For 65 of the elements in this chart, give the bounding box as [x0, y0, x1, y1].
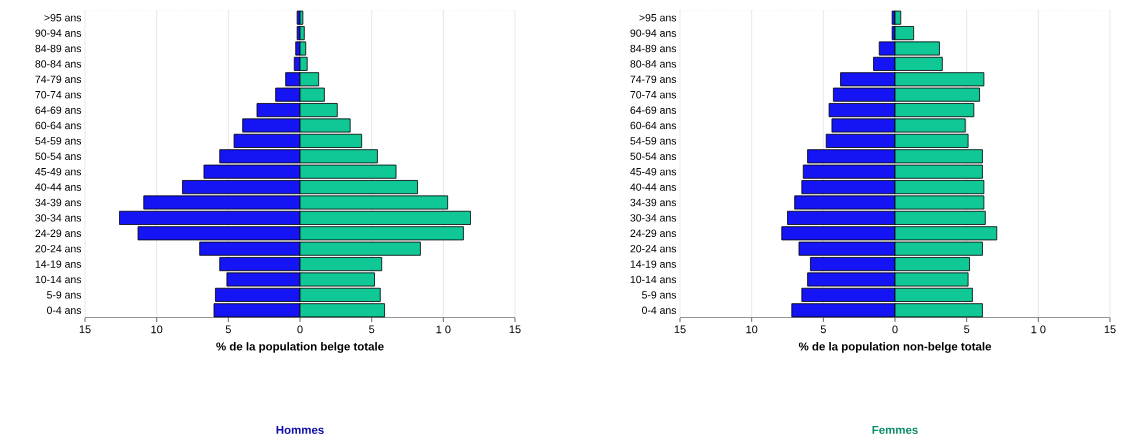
y-tick-label: 30-34 ans	[35, 214, 82, 222]
bar	[299, 210, 471, 225]
y-tick-label: >95 ans	[44, 13, 82, 22]
y-tick-label: 14-19 ans	[630, 260, 677, 268]
x-tick-label: 5	[369, 325, 375, 334]
x-axis-title: % de la population belge totale	[216, 342, 384, 353]
y-tick-label: 30-34 ans	[630, 214, 677, 222]
y-tick-label: 50-54 ans	[35, 152, 82, 160]
y-tick-label: 74-79 ans	[630, 75, 677, 83]
y-tick-label: 34-39 ans	[630, 198, 677, 207]
y-tick-label: 5-9 ans	[642, 291, 677, 299]
bar	[119, 210, 301, 225]
y-tick-label: 0-4 ans	[47, 306, 82, 314]
y-tick-label: 14-19 ans	[35, 260, 82, 268]
x-axis-title: % de la population non-belge totale	[798, 342, 992, 353]
y-tick-label: 50-54 ans	[630, 152, 677, 160]
y-tick-label: 24-29 ans	[630, 229, 677, 237]
y-tick-label: 0-4 ans	[642, 306, 677, 314]
x-tick-label: 0	[892, 325, 898, 334]
text: Femmes	[872, 425, 918, 434]
y-tick-label: 20-24 ans	[630, 244, 677, 253]
x-tick-label: 5	[820, 325, 826, 334]
x-tick-label: 10	[151, 325, 163, 334]
x-tick-label: 15	[674, 325, 686, 334]
y-tick-label: 64-69 ans	[35, 106, 82, 114]
text: Hommes	[276, 425, 324, 434]
y-tick-label: 45-49 ans	[35, 167, 82, 176]
bar	[299, 241, 421, 256]
y-tick-label: 64-69 ans	[630, 106, 677, 114]
bar	[781, 226, 896, 241]
x-tick-label: 15	[509, 325, 521, 334]
y-tick-label: 40-44 ans	[630, 183, 677, 191]
y-tick-label: 24-29 ans	[35, 229, 82, 237]
y-tick-label: 10-14 ans	[35, 275, 82, 284]
y-tick-label: 80-84 ans	[35, 60, 82, 68]
x-tick-label: 5	[225, 325, 231, 334]
x-tick-label: 1 0	[436, 325, 451, 334]
y-tick-label: 5-9 ans	[47, 291, 82, 299]
y-tick-label: 80-84 ans	[630, 60, 677, 68]
y-tick-label: 70-74 ans	[630, 90, 677, 99]
y-tick-label: 74-79 ans	[35, 75, 82, 83]
x-tick-label: 1 0	[1031, 325, 1046, 334]
y-tick-label: >95 ans	[639, 13, 677, 22]
y-tick-label: 90-94 ans	[35, 29, 82, 37]
y-tick-label: 90-94 ans	[630, 29, 677, 37]
y-tick-label: 84-89 ans	[35, 44, 82, 53]
y-tick-label: 10-14 ans	[630, 275, 677, 284]
x-tick-label: 5	[964, 325, 970, 334]
y-tick-label: 54-59 ans	[35, 137, 82, 145]
y-tick-label: 34-39 ans	[35, 198, 82, 207]
y-tick-label: 60-64 ans	[35, 121, 82, 130]
bar	[791, 303, 896, 318]
x-tick-label: 15	[79, 325, 91, 334]
y-tick-label: 20-24 ans	[35, 244, 82, 253]
x-tick-label: 10	[746, 325, 758, 334]
y-tick-label: 84-89 ans	[630, 44, 677, 53]
y-tick-label: 54-59 ans	[630, 137, 677, 145]
y-tick-label: 70-74 ans	[35, 90, 82, 99]
x-tick-label: 15	[1104, 325, 1116, 334]
bar	[137, 226, 301, 241]
bar	[299, 226, 464, 241]
y-tick-label: 40-44 ans	[35, 183, 82, 191]
y-tick-label: 60-64 ans	[630, 121, 677, 130]
x-tick-label: 0	[297, 325, 303, 334]
y-tick-label: 45-49 ans	[630, 167, 677, 176]
